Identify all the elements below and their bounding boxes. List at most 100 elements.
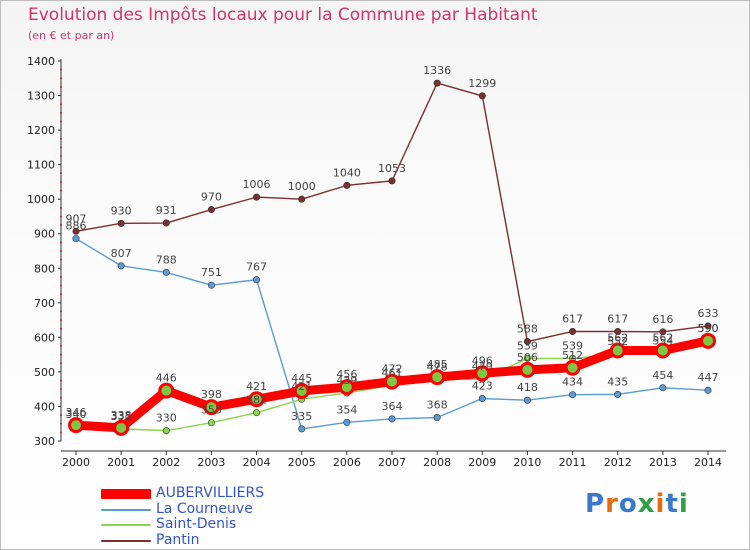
data-label: 439 — [336, 374, 357, 387]
data-label: 930 — [111, 204, 132, 217]
data-point — [478, 92, 486, 100]
data-label: 353 — [201, 404, 222, 417]
y-tick-label: 1000 — [27, 193, 55, 206]
data-point — [388, 177, 396, 185]
chart-title: Evolution des Impôts locaux pour la Comm… — [28, 5, 538, 25]
data-point — [207, 281, 215, 289]
data-label: 616 — [652, 313, 673, 326]
data-label: 364 — [382, 400, 403, 413]
data-label: 539 — [562, 339, 583, 352]
data-label: 330 — [156, 412, 177, 425]
data-label: 434 — [562, 376, 583, 389]
data-label: 512 — [562, 349, 583, 362]
data-point — [248, 391, 265, 408]
x-tick-label: 2008 — [423, 456, 451, 469]
data-label: 590 — [698, 322, 719, 335]
data-point — [343, 181, 351, 189]
y-tick-label: 800 — [34, 262, 55, 275]
data-point — [478, 395, 486, 403]
data-label: 562 — [652, 331, 673, 344]
data-point — [72, 227, 80, 235]
data-point — [659, 384, 667, 392]
data-label: 479 — [472, 360, 493, 373]
data-label: 617 — [607, 312, 628, 325]
data-label: 751 — [201, 266, 222, 279]
y-tick-label: 1100 — [27, 159, 55, 172]
data-point — [614, 327, 622, 335]
y-tick-label: 600 — [34, 331, 55, 344]
data-label: 506 — [517, 351, 538, 364]
data-point — [519, 361, 536, 378]
data-label: 1336 — [423, 64, 451, 77]
legend-swatch — [101, 489, 151, 499]
data-label: 1006 — [243, 178, 271, 191]
data-point — [253, 409, 261, 417]
data-label: 617 — [562, 312, 583, 325]
data-point — [253, 276, 261, 284]
logo-letter: P — [585, 489, 606, 519]
data-point — [704, 386, 712, 394]
data-label: 346 — [66, 406, 87, 419]
data-label: 633 — [698, 307, 719, 320]
data-label: 354 — [336, 403, 357, 416]
data-label: 539 — [517, 339, 538, 352]
data-point — [162, 268, 170, 276]
y-tick-label: 300 — [34, 435, 55, 448]
data-label: 807 — [111, 247, 132, 260]
data-label: 485 — [427, 358, 448, 371]
data-label: 382 — [246, 394, 267, 407]
y-tick-label: 1200 — [27, 124, 55, 137]
data-point — [293, 382, 310, 399]
data-label: 435 — [607, 375, 628, 388]
data-label: 445 — [291, 372, 312, 385]
data-point — [384, 373, 400, 390]
legend-label: Pantin — [156, 531, 200, 548]
x-tick-label: 2011 — [559, 456, 587, 469]
x-tick-label: 2012 — [604, 456, 632, 469]
data-label: 456 — [336, 368, 357, 381]
data-point — [298, 425, 306, 433]
data-point — [564, 359, 581, 376]
data-label: 552 — [607, 335, 628, 348]
data-point — [609, 342, 626, 359]
data-point — [569, 327, 577, 335]
data-label: 907 — [66, 212, 87, 225]
data-point — [614, 390, 622, 398]
data-label: 562 — [607, 331, 628, 344]
data-point — [704, 322, 712, 330]
data-label: 340 — [66, 408, 87, 421]
legend-label: La Courneuve — [156, 500, 253, 517]
data-label: 767 — [246, 261, 267, 274]
y-tick-label: 1400 — [27, 55, 55, 68]
data-point — [659, 328, 667, 336]
data-point — [429, 369, 446, 386]
data-label: 398 — [201, 388, 222, 401]
data-label: 788 — [156, 253, 177, 266]
data-label: 478 — [427, 361, 448, 374]
data-point — [388, 415, 396, 423]
x-tick-label: 2003 — [197, 456, 225, 469]
data-label: 454 — [652, 369, 673, 382]
data-label: 421 — [291, 380, 312, 393]
data-label: 931 — [156, 204, 177, 217]
y-tick-label: 700 — [34, 297, 55, 310]
x-tick-label: 2001 — [107, 456, 135, 469]
legend-swatch — [101, 524, 151, 526]
data-point — [523, 354, 531, 362]
logo-letter: r — [605, 489, 619, 519]
data-point — [433, 79, 441, 87]
chart-subtitle: (en € et par an) — [28, 29, 115, 42]
y-tick-label: 500 — [34, 366, 55, 379]
data-point — [113, 419, 130, 436]
data-label: 496 — [472, 354, 493, 367]
data-point — [523, 396, 531, 404]
data-point — [207, 206, 215, 214]
data-point — [158, 382, 175, 399]
legend-label: AUBERVILLIERS — [156, 485, 265, 501]
legend-label: Saint-Denis — [156, 516, 237, 532]
data-point — [523, 338, 531, 346]
logo-letter: t — [665, 489, 679, 519]
y-tick-label: 900 — [34, 228, 55, 241]
